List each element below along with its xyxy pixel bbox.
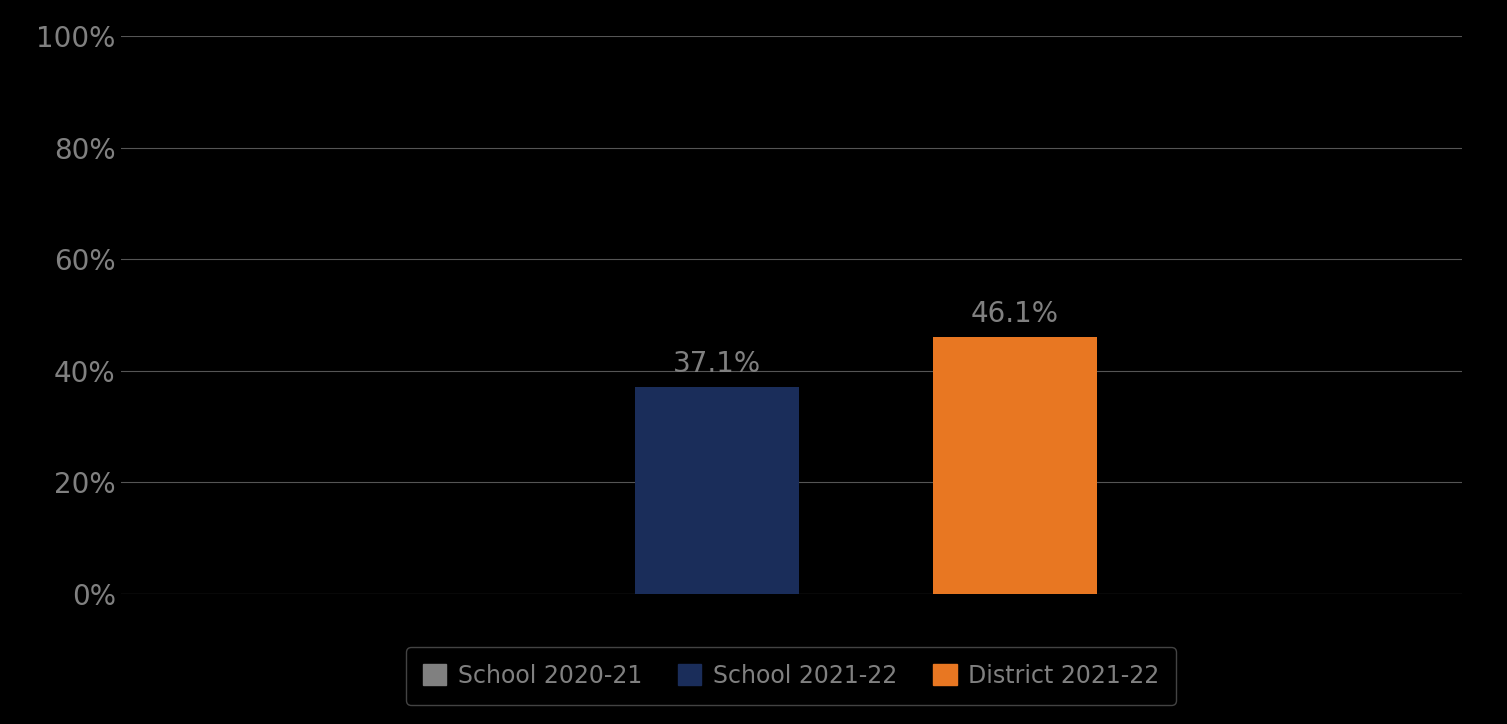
Bar <box>933 337 1097 594</box>
Bar <box>634 387 799 594</box>
Text: 46.1%: 46.1% <box>971 300 1059 328</box>
Legend: School 2020-21, School 2021-22, District 2021-22: School 2020-21, School 2021-22, District… <box>407 647 1175 704</box>
Text: 37.1%: 37.1% <box>672 350 761 379</box>
